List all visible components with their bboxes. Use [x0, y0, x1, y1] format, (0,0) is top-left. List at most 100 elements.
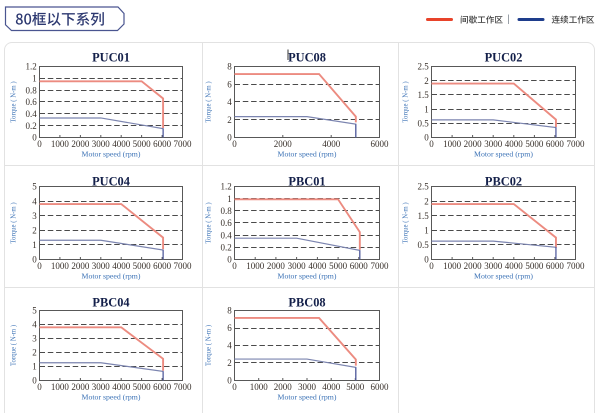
svg-text:4000: 4000 — [308, 261, 327, 271]
svg-text:Motor speed (rpm): Motor speed (rpm) — [278, 393, 337, 402]
svg-text:Torque ( N-m ): Torque ( N-m ) — [11, 202, 18, 243]
svg-text:0.8: 0.8 — [25, 85, 37, 95]
svg-text:0: 0 — [32, 376, 37, 386]
svg-text:2: 2 — [424, 76, 429, 86]
svg-text:0.4: 0.4 — [220, 230, 232, 240]
svg-text:Torque ( N-m ): Torque ( N-m ) — [11, 325, 18, 366]
svg-text:Motor speed (rpm): Motor speed (rpm) — [278, 150, 337, 159]
svg-text:0: 0 — [429, 139, 434, 149]
svg-text:4000: 4000 — [112, 139, 131, 149]
svg-text:0.6: 0.6 — [25, 97, 37, 107]
svg-text:PBC01: PBC01 — [288, 175, 325, 189]
svg-text:2000: 2000 — [71, 261, 90, 271]
svg-text:PUC08: PUC08 — [288, 51, 326, 65]
svg-text:8: 8 — [227, 306, 232, 316]
svg-text:0: 0 — [227, 255, 232, 265]
svg-text:2000: 2000 — [274, 382, 293, 392]
svg-text:4000: 4000 — [505, 261, 524, 271]
svg-text:0: 0 — [37, 261, 42, 271]
svg-text:3: 3 — [32, 211, 37, 221]
svg-text:Motor speed (rpm): Motor speed (rpm) — [82, 150, 141, 159]
svg-text:7000: 7000 — [174, 261, 193, 271]
svg-text:Motor speed (rpm): Motor speed (rpm) — [82, 393, 141, 402]
svg-text:5000: 5000 — [133, 382, 152, 392]
svg-text:Torque ( N-m ): Torque ( N-m ) — [403, 202, 410, 243]
svg-text:6: 6 — [227, 323, 232, 333]
svg-text:3000: 3000 — [288, 261, 307, 271]
svg-text:0: 0 — [227, 376, 232, 386]
svg-text:0: 0 — [232, 382, 237, 392]
svg-text:3: 3 — [32, 334, 37, 344]
svg-text:0.5: 0.5 — [417, 240, 429, 250]
svg-text:4000: 4000 — [322, 382, 341, 392]
svg-text:1.5: 1.5 — [417, 211, 429, 221]
svg-text:1000: 1000 — [443, 261, 462, 271]
svg-text:Torque ( N-m ): Torque ( N-m ) — [206, 325, 213, 366]
svg-text:6000: 6000 — [371, 382, 390, 392]
svg-text:5000: 5000 — [329, 261, 348, 271]
svg-text:0.2: 0.2 — [220, 243, 231, 253]
svg-text:3000: 3000 — [92, 139, 111, 149]
svg-text:2: 2 — [227, 115, 232, 125]
svg-text:PUC04: PUC04 — [92, 175, 130, 189]
svg-text:1000: 1000 — [246, 261, 265, 271]
svg-text:3000: 3000 — [484, 261, 503, 271]
svg-text:3000: 3000 — [484, 139, 503, 149]
svg-text:PBC08: PBC08 — [288, 296, 325, 310]
svg-text:1000: 1000 — [51, 139, 70, 149]
svg-text:2000: 2000 — [464, 261, 483, 271]
svg-text:4000: 4000 — [322, 139, 341, 149]
svg-text:0.6: 0.6 — [220, 218, 232, 228]
svg-text:1000: 1000 — [51, 382, 70, 392]
svg-text:2000: 2000 — [464, 139, 483, 149]
svg-text:Torque ( N-m ): Torque ( N-m ) — [206, 202, 213, 243]
svg-text:5: 5 — [32, 182, 37, 192]
svg-text:2: 2 — [227, 358, 232, 368]
svg-text:2000: 2000 — [274, 139, 293, 149]
svg-text:1000: 1000 — [51, 261, 70, 271]
svg-text:5000: 5000 — [525, 139, 544, 149]
svg-text:1.2: 1.2 — [220, 182, 231, 192]
svg-text:3000: 3000 — [92, 382, 111, 392]
svg-text:0: 0 — [32, 133, 37, 143]
svg-text:0: 0 — [37, 382, 42, 392]
svg-text:4000: 4000 — [505, 139, 524, 149]
svg-text:Torque ( N-m ): Torque ( N-m ) — [11, 81, 18, 122]
svg-text:6000: 6000 — [350, 261, 369, 271]
svg-text:3000: 3000 — [92, 261, 111, 271]
svg-text:PBC02: PBC02 — [485, 175, 522, 189]
svg-text:Motor speed (rpm): Motor speed (rpm) — [474, 150, 533, 159]
svg-text:0: 0 — [32, 255, 37, 265]
svg-text:0: 0 — [429, 261, 434, 271]
svg-text:4: 4 — [32, 196, 37, 206]
svg-text:5000: 5000 — [525, 261, 544, 271]
svg-text:2000: 2000 — [71, 382, 90, 392]
svg-text:0: 0 — [232, 139, 237, 149]
svg-text:Motor speed (rpm): Motor speed (rpm) — [278, 272, 337, 281]
svg-text:1: 1 — [227, 194, 232, 204]
svg-text:1: 1 — [32, 362, 37, 372]
svg-text:3000: 3000 — [298, 382, 317, 392]
svg-text:4: 4 — [227, 341, 232, 351]
svg-text:0: 0 — [227, 133, 232, 143]
svg-text:2: 2 — [424, 196, 429, 206]
svg-text:1.2: 1.2 — [25, 62, 36, 72]
svg-text:7000: 7000 — [567, 261, 586, 271]
svg-text:PUC01: PUC01 — [92, 51, 130, 65]
svg-text:6000: 6000 — [153, 382, 172, 392]
svg-text:8: 8 — [227, 62, 232, 72]
svg-text:1000: 1000 — [443, 139, 462, 149]
svg-text:4000: 4000 — [112, 261, 131, 271]
svg-text:6000: 6000 — [153, 139, 172, 149]
svg-text:2: 2 — [32, 226, 37, 236]
svg-text:0.5: 0.5 — [417, 119, 429, 129]
svg-text:0: 0 — [424, 133, 429, 143]
svg-text:5000: 5000 — [133, 139, 152, 149]
svg-text:4000: 4000 — [112, 382, 131, 392]
svg-text:1: 1 — [424, 226, 429, 236]
svg-text:5: 5 — [32, 306, 37, 316]
svg-text:0: 0 — [424, 255, 429, 265]
svg-text:1: 1 — [32, 240, 37, 250]
svg-text:6: 6 — [227, 80, 232, 90]
svg-text:PBC04: PBC04 — [92, 296, 129, 310]
